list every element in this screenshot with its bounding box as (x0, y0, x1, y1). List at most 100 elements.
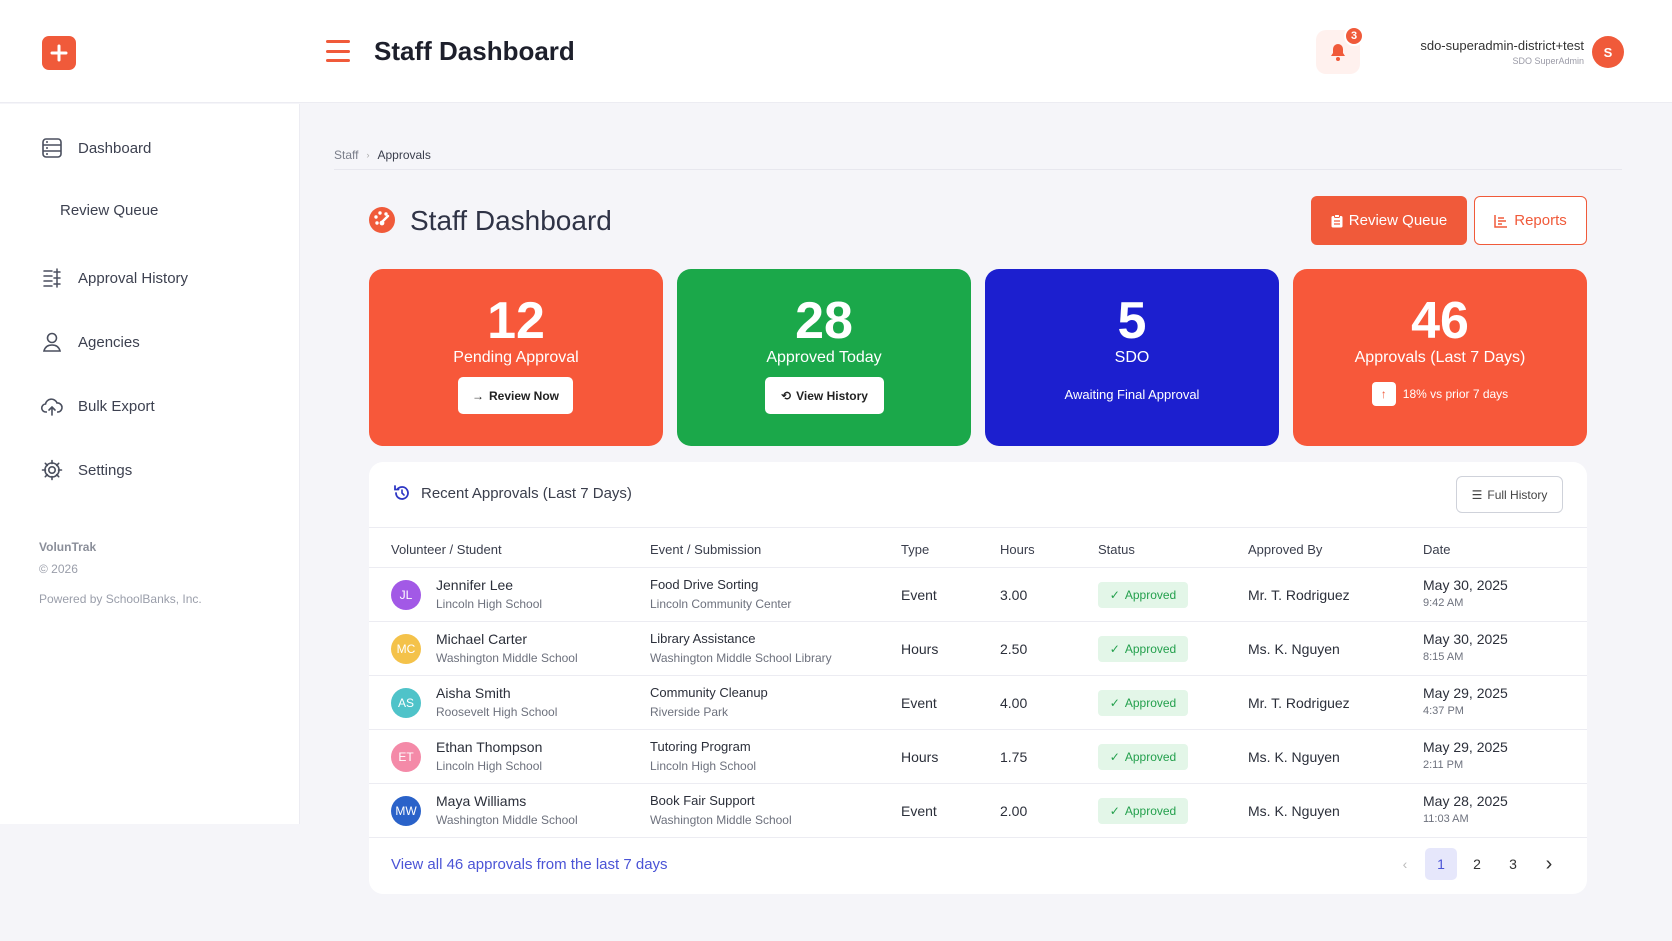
sidebar-item-review-queue[interactable]: Review Queue (60, 202, 158, 219)
approval-time: 2:11 PM (1423, 759, 1464, 771)
student-name[interactable]: Aisha Smith (436, 685, 511, 701)
event-name: Food Drive Sorting (650, 577, 759, 592)
user-avatar[interactable]: S (1592, 36, 1624, 68)
stat-card-approved-today: 28 Approved Today ⟲ View History (677, 269, 971, 446)
status-badge: ✓ Approved (1098, 744, 1188, 770)
student-school: Lincoln High School (436, 597, 543, 611)
prev-page-button[interactable]: ‹ (1389, 848, 1421, 880)
breadcrumb: Staff › Approvals (334, 148, 431, 162)
approval-time: 11:03 AM (1423, 813, 1469, 825)
speedometer-icon (369, 207, 395, 233)
reports-button[interactable]: Reports (1474, 196, 1587, 245)
approval-time: 9:42 AM (1423, 597, 1464, 609)
view-history-button[interactable]: ⟲ View History (765, 377, 884, 414)
sidebar-item-dashboard[interactable]: Dashboard (40, 136, 151, 160)
approval-date: May 30, 2025 (1423, 631, 1508, 647)
status-label: Approved (1124, 642, 1177, 656)
bar-chart-icon (1494, 214, 1508, 228)
list-icon: ☰ (1471, 487, 1483, 502)
sidebar-item-settings[interactable]: Settings (40, 458, 132, 482)
student-school: Washington Middle School (436, 651, 578, 665)
event-location: Washington Middle School (650, 813, 792, 827)
stat-card-pending: 12 Pending Approval → Review Now (369, 269, 663, 446)
sidebar-item-agencies[interactable]: Agencies (40, 330, 140, 354)
approval-date: May 29, 2025 (1423, 739, 1508, 755)
footer-powered-by: Powered by SchoolBanks, Inc. (39, 592, 202, 606)
status-badge: ✓ Approved (1098, 798, 1188, 824)
status-badge: ✓ Approved (1098, 636, 1188, 662)
user-role: SDO SuperAdmin (1512, 56, 1584, 66)
approved-by: Ms. K. Nguyen (1248, 641, 1340, 657)
table-row[interactable]: AS Aisha Smith Roosevelt High School Commun… (369, 676, 1587, 730)
event-name: Tutoring Program (650, 739, 751, 754)
column-header: Status (1098, 542, 1135, 557)
arrow-right-icon: → (471, 388, 484, 403)
table-row[interactable]: ET Ethan Thompson Lincoln High School Tutor… (369, 730, 1587, 784)
sidebar-item-bulk-export[interactable]: Bulk Export (40, 394, 155, 418)
stat-label: Approved Today (766, 349, 882, 366)
check-icon: ✓ (1109, 588, 1120, 602)
student-avatar: MW (391, 796, 421, 826)
page-button-2[interactable]: 2 (1473, 856, 1481, 872)
review-queue-button[interactable]: Review Queue (1311, 196, 1467, 245)
check-icon: ✓ (1109, 696, 1120, 710)
table-row[interactable]: MC Michael Carter Washington Middle School… (369, 622, 1587, 676)
clipboard-icon (1331, 213, 1343, 227)
column-header: Date (1423, 542, 1451, 557)
review-now-button[interactable]: → Review Now (458, 377, 573, 414)
column-header: Event / Submission (650, 542, 762, 557)
table-row[interactable]: MW Maya Williams Washington Middle School B… (369, 784, 1587, 838)
user-name: sdo-superadmin-district+test (1420, 38, 1584, 53)
column-header: Approved By (1248, 542, 1323, 557)
review-now-label: Review Now (488, 388, 560, 403)
status-label: Approved (1124, 696, 1177, 710)
footer-copyright: © 2026 (39, 562, 78, 576)
view-all-link[interactable]: View all 46 approvals from the last 7 da… (391, 856, 668, 873)
submission-type: Event (901, 803, 937, 819)
breadcrumb-staff[interactable]: Staff (334, 148, 359, 162)
page-button-3[interactable]: 3 (1509, 856, 1517, 872)
history-list-icon (43, 268, 61, 288)
stat-card-sdo: 5 SDO Awaiting Final Approval (985, 269, 1279, 446)
submission-type: Event (901, 695, 937, 711)
menu-toggle-button[interactable] (326, 40, 350, 62)
approval-date: May 28, 2025 (1423, 793, 1508, 809)
student-name[interactable]: Jennifer Lee (436, 577, 514, 593)
submission-hours: 3.00 (1000, 587, 1028, 603)
sidebar-item-label: Dashboard (78, 139, 152, 157)
stat-value: 5 (1117, 292, 1147, 350)
student-avatar: JL (391, 580, 421, 610)
approval-date: May 30, 2025 (1423, 577, 1508, 593)
plus-icon (50, 44, 68, 62)
bell-icon (1331, 44, 1345, 61)
student-name[interactable]: Ethan Thompson (436, 739, 543, 755)
event-name: Book Fair Support (650, 793, 755, 808)
view-history-label: View History (796, 388, 868, 403)
approval-date: May 29, 2025 (1423, 685, 1508, 701)
check-icon: ✓ (1109, 804, 1120, 818)
full-history-button[interactable]: ☰ Full History (1456, 476, 1563, 513)
table-row[interactable]: JL Jennifer Lee Lincoln High School Food Dr… (369, 568, 1587, 622)
page-button-1[interactable]: 1 (1425, 848, 1457, 880)
status-label: Approved (1124, 588, 1177, 602)
sidebar-item-label: Bulk Export (78, 397, 155, 415)
student-name[interactable]: Maya Williams (436, 793, 527, 809)
student-name[interactable]: Michael Carter (436, 631, 528, 647)
stat-label: Pending Approval (453, 349, 579, 366)
stat-label: SDO (1114, 349, 1150, 366)
sidebar-item-approval-history[interactable]: Approval History (40, 266, 188, 290)
app-logo[interactable] (42, 36, 76, 70)
stat-label: Approvals (Last 7 Days) (1354, 349, 1526, 366)
column-header: Volunteer / Student (391, 542, 502, 557)
history-icon: ⟲ (781, 388, 792, 403)
submission-type: Hours (901, 749, 939, 765)
breadcrumb-separator-icon: › (366, 150, 370, 160)
review-queue-label: Review Queue (1348, 212, 1448, 229)
student-school: Washington Middle School (436, 813, 578, 827)
stat-value: 12 (487, 292, 545, 350)
stat-value: 46 (1411, 292, 1469, 350)
next-page-button[interactable]: › (1533, 848, 1565, 880)
recent-approvals-header: Recent Approvals (Last 7 Days) (393, 484, 632, 502)
check-icon: ✓ (1109, 642, 1120, 656)
student-avatar: AS (391, 688, 421, 718)
